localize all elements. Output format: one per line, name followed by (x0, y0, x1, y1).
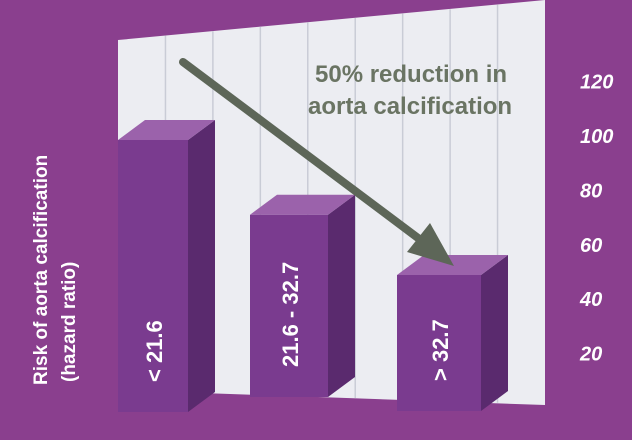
y-tick-label: 20 (579, 344, 602, 366)
bar-front (118, 140, 188, 412)
bars (118, 120, 508, 412)
bar-top (118, 120, 215, 140)
y-tick-label: 60 (580, 235, 602, 257)
y-axis-label-line2: (hazard ratio) (59, 262, 80, 382)
category-label: < 21.6 (142, 320, 167, 382)
bar (118, 120, 215, 412)
y-axis-label-line1: Risk of aorta calcification (31, 155, 52, 385)
y-tick-label: 100 (580, 126, 613, 148)
bar-top (250, 194, 355, 215)
arrow-shaft (179, 58, 422, 242)
bar-side (328, 194, 355, 397)
bar-front (397, 275, 481, 411)
trend-arrow (179, 58, 454, 266)
bar (397, 255, 508, 411)
category-label: 21.6 - 32.7 (278, 262, 303, 367)
bar-side (188, 120, 215, 412)
annotation-line1: 50% reduction in (315, 61, 507, 88)
bar (250, 194, 355, 397)
y-axis-ticks: 20 40 60 80 100 120 (579, 72, 613, 366)
category-label: > 32.7 (428, 319, 453, 381)
y-tick-label: 120 (580, 72, 613, 94)
bar-side (481, 255, 508, 411)
bar-front (250, 214, 328, 397)
arrow-head (407, 223, 454, 266)
y-tick-label: 40 (579, 289, 602, 311)
y-tick-label: 80 (580, 180, 602, 202)
bar-labels: < 21.6 21.6 - 32.7 > 32.7 (142, 262, 453, 382)
annotation-line2: aorta calcification (308, 93, 512, 120)
